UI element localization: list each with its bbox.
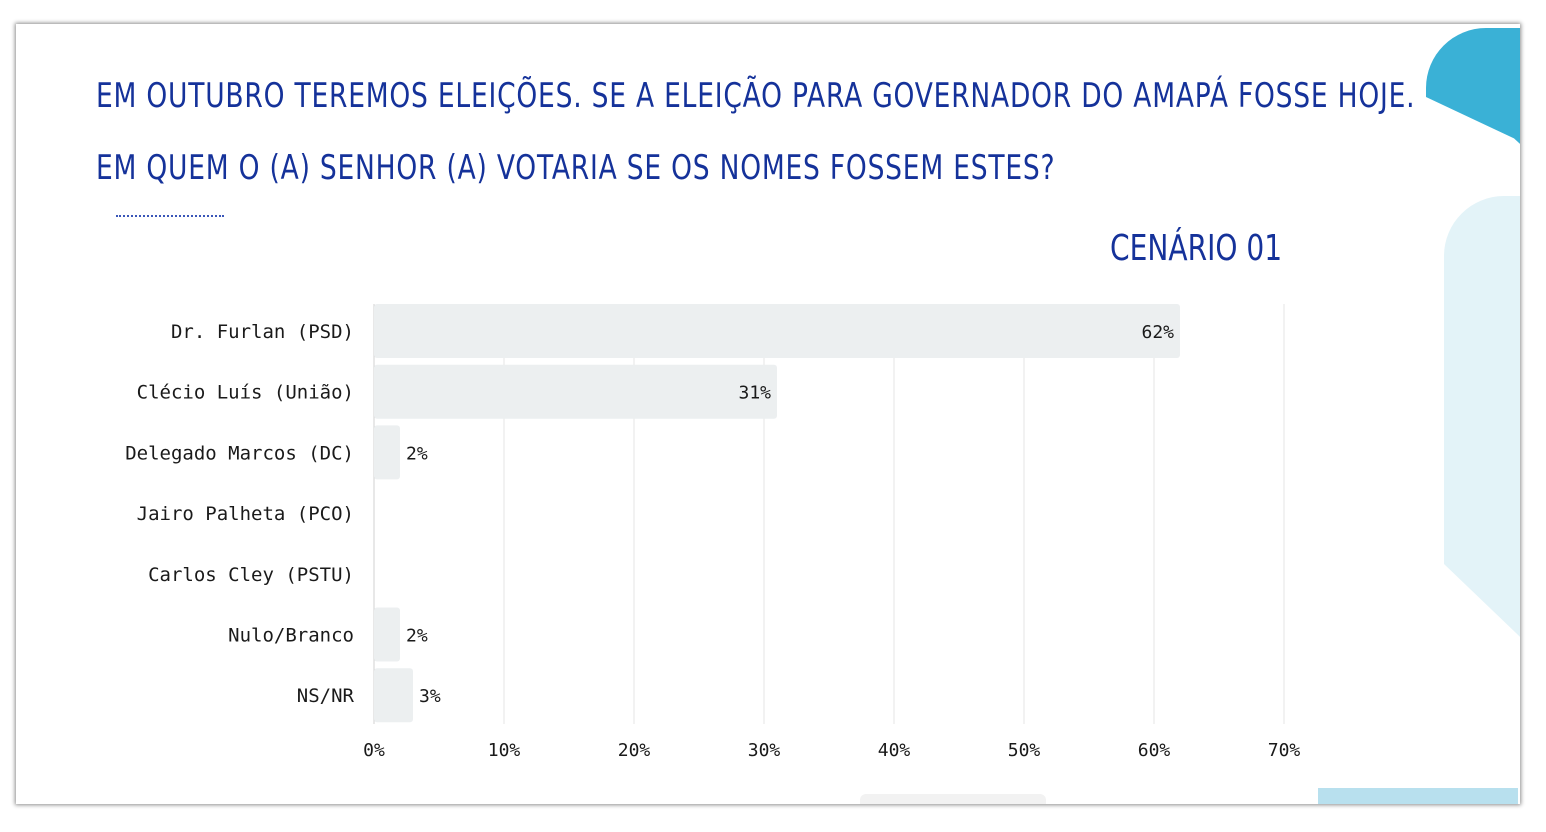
bar-chart: Dr. Furlan (PSD) 62% Clécio Luís (União) 31… xyxy=(125,304,1301,761)
data-label: 31% xyxy=(738,383,771,404)
bar xyxy=(374,364,777,419)
bar xyxy=(374,304,1180,358)
x-tick-label: 30% xyxy=(748,740,781,761)
category-label: Clécio Luís (União) xyxy=(137,382,354,404)
x-tick-label: 0% xyxy=(363,740,385,761)
category-label: NS/NR xyxy=(297,685,355,707)
title-line-2: EM QUEM O (A) SENHOR (A) VOTARIA SE OS N… xyxy=(96,148,1056,188)
category-label: Dr. Furlan (PSD) xyxy=(171,321,354,343)
x-tick-label: 60% xyxy=(1138,740,1171,761)
x-tick-label: 70% xyxy=(1268,740,1301,761)
slide: EM OUTUBRO TEREMOS ELEIÇÕES. SE A ELEIÇÃ… xyxy=(16,24,1520,804)
decorative-tab xyxy=(860,794,1046,804)
data-label: 3% xyxy=(419,686,441,707)
x-tick-label: 50% xyxy=(1008,740,1041,761)
data-label: 2% xyxy=(406,443,428,464)
x-tick-label: 20% xyxy=(618,740,651,761)
data-label: 62% xyxy=(1141,322,1174,343)
category-label: Jairo Palheta (PCO) xyxy=(137,503,354,525)
scenario-label: CENÁRIO 01 xyxy=(1110,228,1283,269)
bar xyxy=(374,607,400,662)
bar xyxy=(374,425,400,480)
dotted-divider xyxy=(116,215,224,217)
x-tick-label: 40% xyxy=(878,740,911,761)
category-label: Nulo/Branco xyxy=(228,625,354,647)
decorative-strip xyxy=(1318,788,1518,804)
bar xyxy=(374,668,413,723)
category-label: Carlos Cley (PSTU) xyxy=(148,564,354,586)
category-label: Delegado Marcos (DC) xyxy=(125,442,354,464)
data-label: 2% xyxy=(406,626,428,647)
x-tick-label: 10% xyxy=(488,740,521,761)
